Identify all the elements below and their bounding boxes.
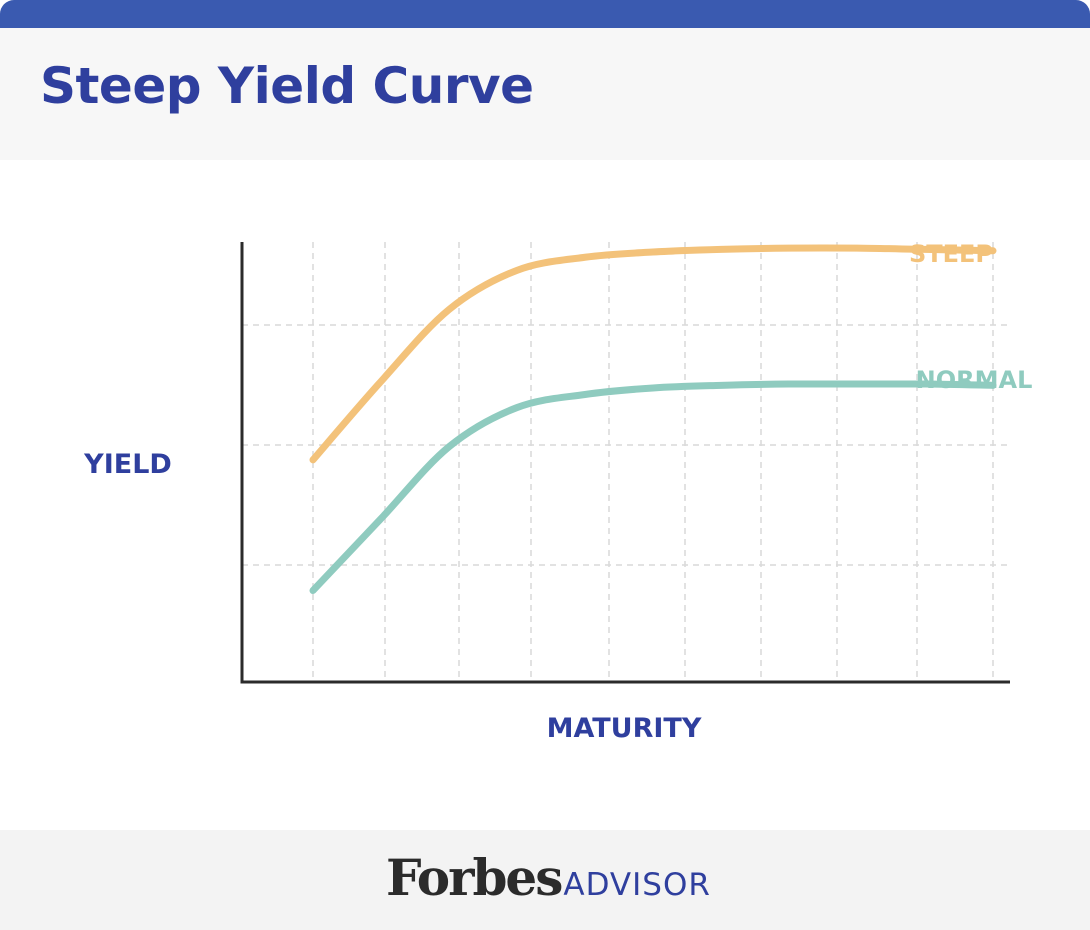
series-label-normal: NORMAL	[916, 366, 1033, 394]
brand-forbes: Forbes	[386, 848, 563, 907]
y-axis-label: YIELD	[83, 449, 172, 480]
page-title: Steep Yield Curve	[40, 57, 534, 115]
chart-area: YIELD MATURITY STEEP NORMAL	[0, 160, 1090, 830]
yield-curve-chart: YIELD MATURITY STEEP NORMAL	[83, 240, 1033, 744]
footer: Forbes ADVISOR	[0, 830, 1090, 930]
forbes-advisor-logo: Forbes ADVISOR	[386, 848, 711, 907]
x-axis-label: MATURITY	[547, 713, 702, 744]
grid-layer	[242, 242, 1010, 682]
axis-layer: YIELD MATURITY	[83, 242, 1010, 744]
series-layer: STEEP NORMAL	[309, 240, 1033, 595]
header: Steep Yield Curve	[0, 28, 1090, 160]
series-label-steep: STEEP	[909, 240, 993, 268]
brand-advisor: ADVISOR	[563, 867, 711, 903]
series-line-steep	[309, 244, 997, 464]
top-accent-bar	[0, 0, 1090, 28]
series-line-normal	[309, 380, 997, 595]
